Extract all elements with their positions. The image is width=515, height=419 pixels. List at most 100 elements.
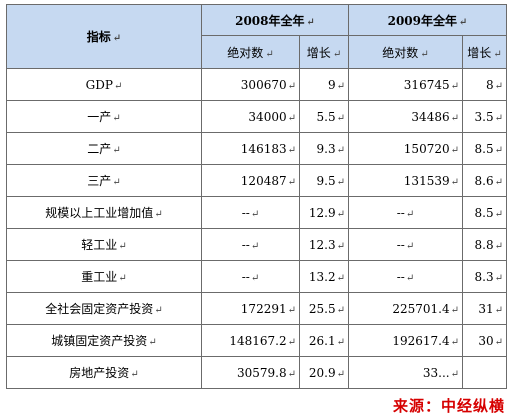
cell-absolute-2009-text: -- xyxy=(396,205,405,220)
cell-absolute-2008: 148167.2↵ xyxy=(201,324,300,357)
header-absolute-text: 绝对数 xyxy=(227,45,264,60)
row-label-text: 规模以上工业增加值 xyxy=(45,206,154,220)
return-mark-icon: ↵ xyxy=(450,368,459,380)
table-row: 房地产投资↵ 30579.8↵ 20.9↵ 33...↵ xyxy=(6,356,507,389)
cell-growth-2008: 20.9↵ xyxy=(299,356,349,389)
return-mark-icon: ↵ xyxy=(148,337,157,348)
header-year-2009: 2009年全年 ↵ xyxy=(348,4,507,36)
return-mark-icon: ↵ xyxy=(494,80,503,92)
cell-absolute-2009: 225701.4↵ xyxy=(348,292,463,325)
cell-absolute-2009: --↵ xyxy=(348,228,463,261)
table-row: 城镇固定资产投资↵ 148167.2↵ 26.1↵ 192617.4↵ 30↵ xyxy=(6,324,507,357)
cell-absolute-2009: 33...↵ xyxy=(348,356,463,389)
header-row-subcolumns: 绝对数 ↵ 增长 ↵ 绝对数 ↵ 增长 ↵ xyxy=(7,35,507,69)
table-row: 全社会固定资产投资↵ 172291↵ 25.5↵ 225701.4↵ 31↵ xyxy=(6,292,507,325)
cell-growth-2008: 13.2↵ xyxy=(299,260,349,293)
return-mark-icon: ↵ xyxy=(112,177,121,188)
cell-absolute-2008-text: 300670 xyxy=(240,77,287,92)
row-label-text: 轻工业 xyxy=(81,238,118,252)
return-mark-icon: ↵ xyxy=(336,208,345,220)
return-mark-icon: ↵ xyxy=(336,272,345,284)
return-mark-icon: ↵ xyxy=(420,48,429,60)
cell-growth-2008-text: 9 xyxy=(327,77,336,92)
cell-absolute-2008-text: -- xyxy=(241,205,250,220)
return-mark-icon: ↵ xyxy=(265,48,274,60)
cell-growth-2008-text: 9.5 xyxy=(316,173,336,188)
cell-growth-2008: 25.5↵ xyxy=(299,292,349,325)
return-mark-icon: ↵ xyxy=(250,208,260,220)
cell-absolute-2008: 172291↵ xyxy=(201,292,300,325)
row-label: 轻工业↵ xyxy=(6,228,202,261)
return-mark-icon: ↵ xyxy=(336,240,345,252)
cell-growth-2009-text: 8 xyxy=(485,77,494,92)
cell-absolute-2009-text: 192617.4 xyxy=(392,333,450,348)
return-mark-icon: ↵ xyxy=(287,112,296,124)
header-absolute-text: 绝对数 xyxy=(382,45,419,60)
header-indicator-text: 指标 xyxy=(86,30,111,44)
return-mark-icon: ↵ xyxy=(405,272,415,284)
cell-absolute-2008-text: 146183 xyxy=(240,141,287,156)
return-mark-icon: ↵ xyxy=(332,48,342,60)
return-mark-icon: ↵ xyxy=(494,176,503,188)
table-row: 轻工业↵ --↵ 12.3↵ --↵ 8.8↵ xyxy=(6,228,507,261)
return-mark-icon: ↵ xyxy=(450,304,459,316)
cell-absolute-2008: 146183↵ xyxy=(201,132,300,165)
return-mark-icon: ↵ xyxy=(336,368,345,380)
return-mark-icon: ↵ xyxy=(450,336,459,348)
cell-growth-2009: 8.8↵ xyxy=(462,228,507,261)
table-row: 规模以上工业增加值↵ --↵ 12.9↵ --↵ 8.5↵ xyxy=(6,196,507,229)
cell-growth-2009: 8.5↵ xyxy=(462,196,507,229)
cell-growth-2009-text: 8.3 xyxy=(474,269,494,284)
cell-absolute-2009-text: -- xyxy=(396,269,405,284)
cell-growth-2008-text: 12.3 xyxy=(308,237,336,252)
row-label: 重工业↵ xyxy=(6,260,202,293)
cell-absolute-2008-text: 120487 xyxy=(240,173,287,188)
cell-absolute-2008: 30579.8↵ xyxy=(201,356,300,389)
row-label: 规模以上工业增加值↵ xyxy=(6,196,202,229)
return-mark-icon: ↵ xyxy=(336,336,345,348)
cell-growth-2008-text: 13.2 xyxy=(308,269,336,284)
row-label: GDP↵ xyxy=(6,68,202,101)
cell-absolute-2008: --↵ xyxy=(201,196,300,229)
header-year-2009-text: 2009年全年 xyxy=(387,13,457,28)
row-label: 一产↵ xyxy=(6,100,202,133)
cell-absolute-2008-text: 172291 xyxy=(240,301,287,316)
cell-growth-2008: 26.1↵ xyxy=(299,324,349,357)
cell-absolute-2009: 316745↵ xyxy=(348,68,463,101)
cell-growth-2009: 8.3↵ xyxy=(462,260,507,293)
return-mark-icon: ↵ xyxy=(287,144,296,156)
cell-growth-2009-text: 8.8 xyxy=(474,237,494,252)
return-mark-icon: ↵ xyxy=(336,144,345,156)
table-row: 三产↵ 120487↵ 9.5↵ 131539↵ 8.6↵ xyxy=(6,164,507,197)
cell-growth-2009: 30↵ xyxy=(462,324,507,357)
cell-growth-2008: 12.9↵ xyxy=(299,196,349,229)
return-mark-icon: ↵ xyxy=(494,336,503,348)
cell-growth-2009-text: 30 xyxy=(478,333,494,348)
return-mark-icon: ↵ xyxy=(118,241,127,252)
cell-growth-2008-text: 26.1 xyxy=(308,333,336,348)
return-mark-icon: ↵ xyxy=(287,368,296,380)
return-mark-icon: ↵ xyxy=(113,80,123,92)
header-absolute-2009: 绝对数 ↵ xyxy=(348,35,463,69)
cell-growth-2008: 9↵ xyxy=(299,68,349,101)
cell-growth-2009: 31↵ xyxy=(462,292,507,325)
row-label-text: 全社会固定资产投资 xyxy=(45,302,154,316)
cell-absolute-2008-text: 148167.2 xyxy=(229,333,287,348)
return-mark-icon: ↵ xyxy=(494,144,503,156)
cell-growth-2009-text: 8.5 xyxy=(474,141,494,156)
cell-absolute-2008: --↵ xyxy=(201,260,300,293)
cell-growth-2008: 12.3↵ xyxy=(299,228,349,261)
header-growth-2009: 增长 ↵ xyxy=(462,35,507,69)
return-mark-icon: ↵ xyxy=(112,33,122,44)
cell-absolute-2009: --↵ xyxy=(348,196,463,229)
cell-growth-2008-text: 5.5 xyxy=(316,109,336,124)
return-mark-icon: ↵ xyxy=(336,304,345,316)
row-label-text: 二产 xyxy=(87,142,112,156)
return-mark-icon: ↵ xyxy=(450,144,459,156)
cell-growth-2009: 3.5↵ xyxy=(462,100,507,133)
cell-absolute-2008-text: 34000 xyxy=(248,109,287,124)
return-mark-icon: ↵ xyxy=(493,48,502,60)
row-label: 三产↵ xyxy=(6,164,202,197)
row-label: 二产↵ xyxy=(6,132,202,165)
